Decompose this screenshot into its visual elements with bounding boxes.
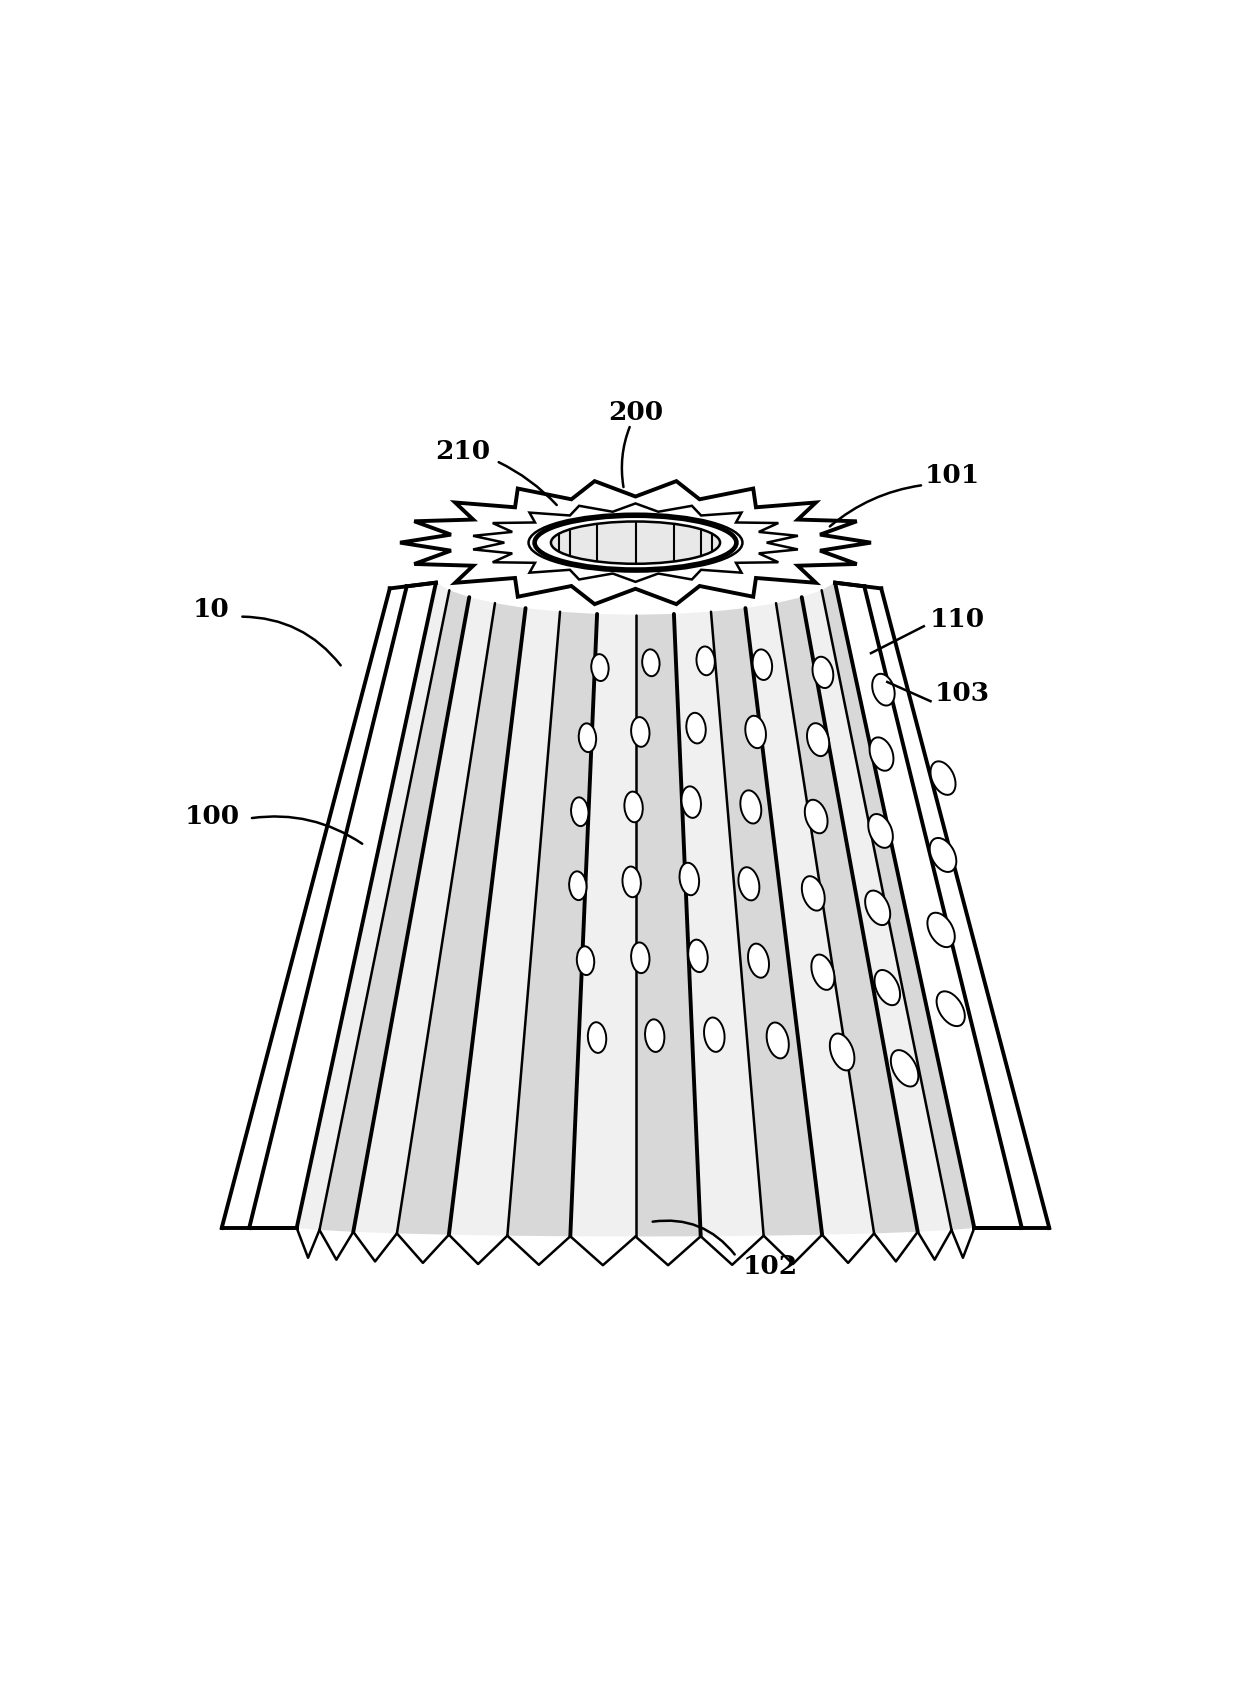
Ellipse shape xyxy=(930,838,956,872)
Ellipse shape xyxy=(748,943,769,979)
Ellipse shape xyxy=(577,946,594,975)
Ellipse shape xyxy=(753,650,773,681)
Ellipse shape xyxy=(890,1050,919,1087)
Ellipse shape xyxy=(830,1033,854,1070)
Ellipse shape xyxy=(704,1017,724,1051)
Ellipse shape xyxy=(588,1023,606,1053)
Ellipse shape xyxy=(642,650,660,676)
Ellipse shape xyxy=(697,647,714,676)
Ellipse shape xyxy=(631,943,650,973)
Text: 100: 100 xyxy=(185,804,241,830)
Text: 102: 102 xyxy=(743,1255,797,1278)
Ellipse shape xyxy=(802,877,825,911)
Polygon shape xyxy=(507,611,598,1236)
Polygon shape xyxy=(635,615,701,1236)
Polygon shape xyxy=(776,598,918,1234)
Polygon shape xyxy=(673,611,764,1236)
Ellipse shape xyxy=(534,516,737,569)
Ellipse shape xyxy=(745,716,766,748)
Ellipse shape xyxy=(766,1023,789,1058)
Text: 110: 110 xyxy=(930,608,985,631)
Polygon shape xyxy=(570,615,635,1236)
Text: 210: 210 xyxy=(435,438,490,464)
Ellipse shape xyxy=(688,940,708,972)
Ellipse shape xyxy=(740,791,761,823)
Ellipse shape xyxy=(645,1019,665,1051)
Ellipse shape xyxy=(869,738,894,770)
Ellipse shape xyxy=(807,723,830,757)
Ellipse shape xyxy=(866,891,890,924)
Ellipse shape xyxy=(874,970,900,1006)
Polygon shape xyxy=(353,598,495,1234)
Ellipse shape xyxy=(579,723,596,752)
Polygon shape xyxy=(745,603,874,1234)
Ellipse shape xyxy=(631,718,650,747)
Ellipse shape xyxy=(928,913,955,946)
Polygon shape xyxy=(711,608,822,1236)
Ellipse shape xyxy=(930,762,956,794)
Polygon shape xyxy=(474,503,797,582)
Ellipse shape xyxy=(936,992,965,1026)
Ellipse shape xyxy=(811,955,835,990)
Polygon shape xyxy=(397,603,526,1234)
Ellipse shape xyxy=(739,867,759,901)
Text: 10: 10 xyxy=(192,598,229,623)
Text: 103: 103 xyxy=(935,681,990,706)
Ellipse shape xyxy=(868,814,893,848)
Ellipse shape xyxy=(551,521,720,564)
Ellipse shape xyxy=(872,674,895,706)
Ellipse shape xyxy=(625,792,642,823)
Polygon shape xyxy=(296,582,449,1229)
Ellipse shape xyxy=(812,657,833,687)
Polygon shape xyxy=(822,582,975,1229)
Ellipse shape xyxy=(591,653,609,681)
Ellipse shape xyxy=(622,867,641,897)
Polygon shape xyxy=(802,591,951,1233)
Text: 200: 200 xyxy=(608,401,663,425)
Ellipse shape xyxy=(686,713,706,743)
Ellipse shape xyxy=(682,786,701,818)
Ellipse shape xyxy=(680,863,699,896)
Polygon shape xyxy=(401,481,870,604)
Ellipse shape xyxy=(569,872,587,901)
Polygon shape xyxy=(449,608,560,1236)
Ellipse shape xyxy=(805,799,827,833)
Ellipse shape xyxy=(572,797,589,826)
Polygon shape xyxy=(320,591,469,1233)
Text: 101: 101 xyxy=(925,462,980,488)
